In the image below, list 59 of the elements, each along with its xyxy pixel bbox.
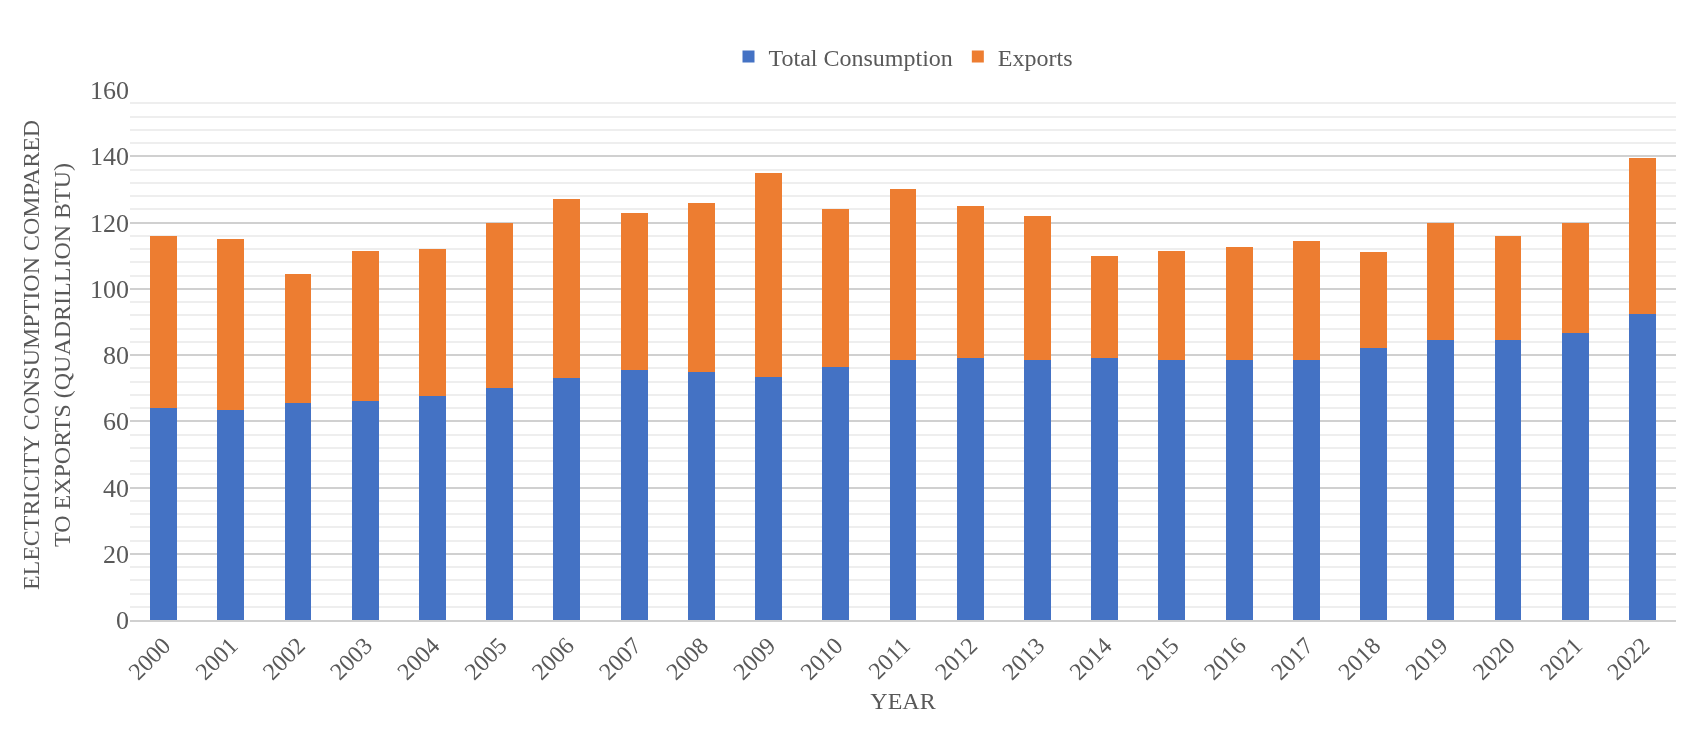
bar — [1561, 333, 1589, 620]
bar — [822, 209, 850, 367]
bar — [822, 366, 850, 620]
bar — [1091, 358, 1119, 620]
bar — [889, 189, 917, 360]
bar — [1158, 359, 1186, 620]
bar — [486, 222, 514, 389]
bar — [687, 371, 715, 620]
x-axis-title: YEAR — [870, 687, 936, 714]
bar — [755, 376, 783, 620]
bar — [419, 249, 446, 397]
y-tick-label: 80 — [103, 341, 129, 371]
bar — [1158, 250, 1186, 360]
bar — [1628, 313, 1656, 620]
bar — [150, 408, 178, 620]
legend-label: Exports — [997, 44, 1073, 71]
bar — [1561, 222, 1589, 334]
y-tick-label: 20 — [103, 539, 129, 569]
bar — [351, 250, 379, 402]
bar — [620, 369, 648, 620]
bar — [1091, 255, 1119, 359]
bar — [1360, 348, 1387, 620]
bar — [1427, 222, 1455, 341]
bar — [1494, 235, 1522, 341]
y-tick-label: 40 — [103, 473, 129, 503]
bar — [1225, 247, 1253, 360]
bar — [620, 212, 648, 370]
legend-label: Total Consumption — [768, 44, 953, 71]
bar — [755, 172, 783, 377]
bar — [1292, 240, 1320, 360]
bar — [150, 235, 178, 408]
bar — [1023, 359, 1051, 620]
bar — [419, 396, 446, 620]
y-tick-label: 0 — [116, 606, 129, 636]
bar — [1360, 252, 1387, 349]
y-axis-title: ELECTRICITY CONSUMPTION COMPARED TO EXPORTS (QUADRILLION BTU) — [17, 119, 76, 591]
bar — [889, 359, 917, 620]
bar — [284, 273, 312, 404]
bar — [553, 199, 581, 379]
bar — [956, 205, 984, 359]
y-tick-label: 60 — [103, 407, 129, 437]
bar — [956, 358, 984, 620]
bar — [553, 378, 581, 620]
y-tick-label: 140 — [90, 142, 129, 172]
y-tick-label: 160 — [90, 76, 129, 106]
bar — [217, 239, 245, 410]
bar — [486, 388, 514, 620]
bar — [217, 409, 245, 620]
bar — [1628, 157, 1656, 314]
bar — [1292, 359, 1320, 620]
y-tick-label: 120 — [90, 208, 129, 238]
bar — [687, 202, 715, 372]
bar — [284, 403, 312, 620]
bar — [1427, 340, 1455, 620]
bar — [351, 401, 379, 620]
y-tick-label: 100 — [90, 274, 129, 304]
bar — [1225, 359, 1253, 620]
bar — [1494, 340, 1522, 620]
bar — [1023, 215, 1051, 360]
